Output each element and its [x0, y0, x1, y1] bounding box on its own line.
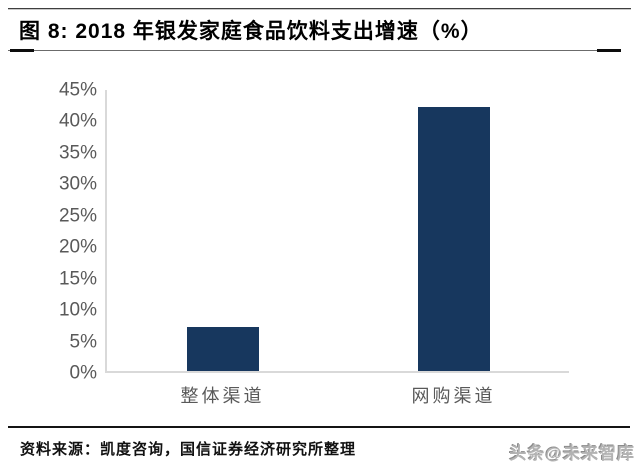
y-tick-label: 25% [58, 205, 97, 227]
y-tick-label: 35% [58, 142, 97, 164]
bar-2 [417, 106, 490, 371]
title-underline-line [8, 50, 621, 51]
y-tick-label: 0% [69, 362, 97, 384]
watermark: 头条@未来智库 [509, 444, 635, 463]
figure-title: 图 8: 2018 年银发家庭食品饮料支出增速（%） [19, 20, 483, 43]
y-tick-label: 45% [58, 79, 97, 101]
x-axis-labels: 整体渠道 网购渠道 [105, 382, 569, 408]
y-tick-label: 15% [58, 268, 97, 290]
top-border [8, 8, 631, 10]
y-tick-label: 20% [58, 236, 97, 258]
title-underline-right-cap [597, 49, 621, 52]
x-axis-category-label: 网购渠道 [411, 386, 496, 406]
y-axis-tick-labels: 0% 5% 10% 15% 20% 25% 30% 35% 40% 45% [0, 81, 97, 383]
source-note: 资料来源：凯度咨询，国信证券经济研究所整理 [20, 441, 357, 458]
title-underline-left-cap [10, 49, 34, 52]
bar-1 [186, 326, 259, 371]
x-axis-category-label: 整体渠道 [180, 386, 265, 406]
y-tick-label: 5% [69, 331, 97, 353]
y-tick-label: 30% [58, 173, 97, 195]
footer-divider [8, 426, 630, 428]
title-underline [8, 49, 621, 53]
y-tick-label: 10% [58, 299, 97, 321]
y-tick-label: 40% [58, 110, 97, 132]
plot-area [105, 90, 569, 373]
